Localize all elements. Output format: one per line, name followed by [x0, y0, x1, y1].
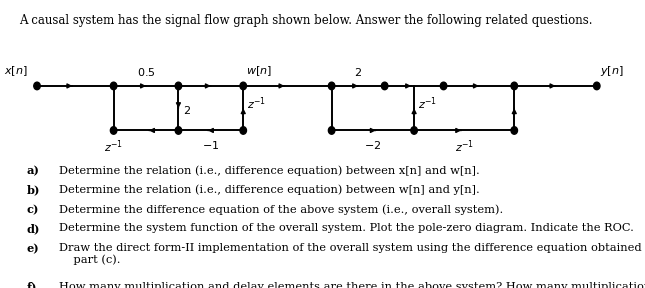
Circle shape — [441, 82, 447, 90]
Text: f): f) — [26, 282, 37, 288]
Circle shape — [511, 127, 517, 134]
Text: $z^{-1}$: $z^{-1}$ — [248, 96, 266, 112]
Text: b): b) — [26, 185, 40, 196]
Text: Determine the system function of the overall system. Plot the pole-zero diagram.: Determine the system function of the ove… — [59, 223, 634, 233]
Text: $z^{-1}$: $z^{-1}$ — [455, 139, 473, 155]
Text: $2$: $2$ — [183, 104, 190, 115]
Text: c): c) — [26, 204, 39, 215]
Circle shape — [175, 127, 182, 134]
Text: $-2$: $-2$ — [364, 139, 381, 151]
Circle shape — [328, 127, 335, 134]
Text: A causal system has the signal flow graph shown below. Answer the following rela: A causal system has the signal flow grap… — [19, 14, 593, 27]
Circle shape — [240, 82, 246, 90]
Text: Determine the difference equation of the above system (i.e., overall system).: Determine the difference equation of the… — [59, 204, 504, 215]
Circle shape — [593, 82, 600, 90]
Text: $z^{-1}$: $z^{-1}$ — [418, 96, 437, 112]
Text: Determine the relation (i.e., difference equation) between w[n] and y[n].: Determine the relation (i.e., difference… — [59, 185, 480, 195]
Circle shape — [175, 82, 182, 90]
Text: $2$: $2$ — [354, 67, 362, 78]
Text: a): a) — [26, 165, 40, 176]
Text: $-1$: $-1$ — [202, 139, 219, 151]
Text: d): d) — [26, 223, 40, 234]
Circle shape — [240, 127, 246, 134]
Circle shape — [411, 127, 417, 134]
Circle shape — [511, 82, 517, 90]
Circle shape — [381, 82, 388, 90]
Text: $z^{-1}$: $z^{-1}$ — [104, 139, 123, 155]
Text: $x[n]$: $x[n]$ — [5, 65, 28, 78]
Text: How many multiplication and delay elements are there in the above system? How ma: How many multiplication and delay elemen… — [59, 282, 645, 288]
Text: $0.5$: $0.5$ — [137, 67, 155, 78]
Circle shape — [110, 127, 117, 134]
Text: $y[n]$: $y[n]$ — [600, 65, 623, 78]
Text: Determine the relation (i.e., difference equation) between x[n] and w[n].: Determine the relation (i.e., difference… — [59, 165, 480, 176]
Circle shape — [328, 82, 335, 90]
Text: $w[n]$: $w[n]$ — [246, 65, 272, 78]
Circle shape — [34, 82, 40, 90]
Text: e): e) — [26, 243, 39, 254]
Circle shape — [110, 82, 117, 90]
Text: Draw the direct form-II implementation of the overall system using the differenc: Draw the direct form-II implementation o… — [59, 243, 645, 265]
